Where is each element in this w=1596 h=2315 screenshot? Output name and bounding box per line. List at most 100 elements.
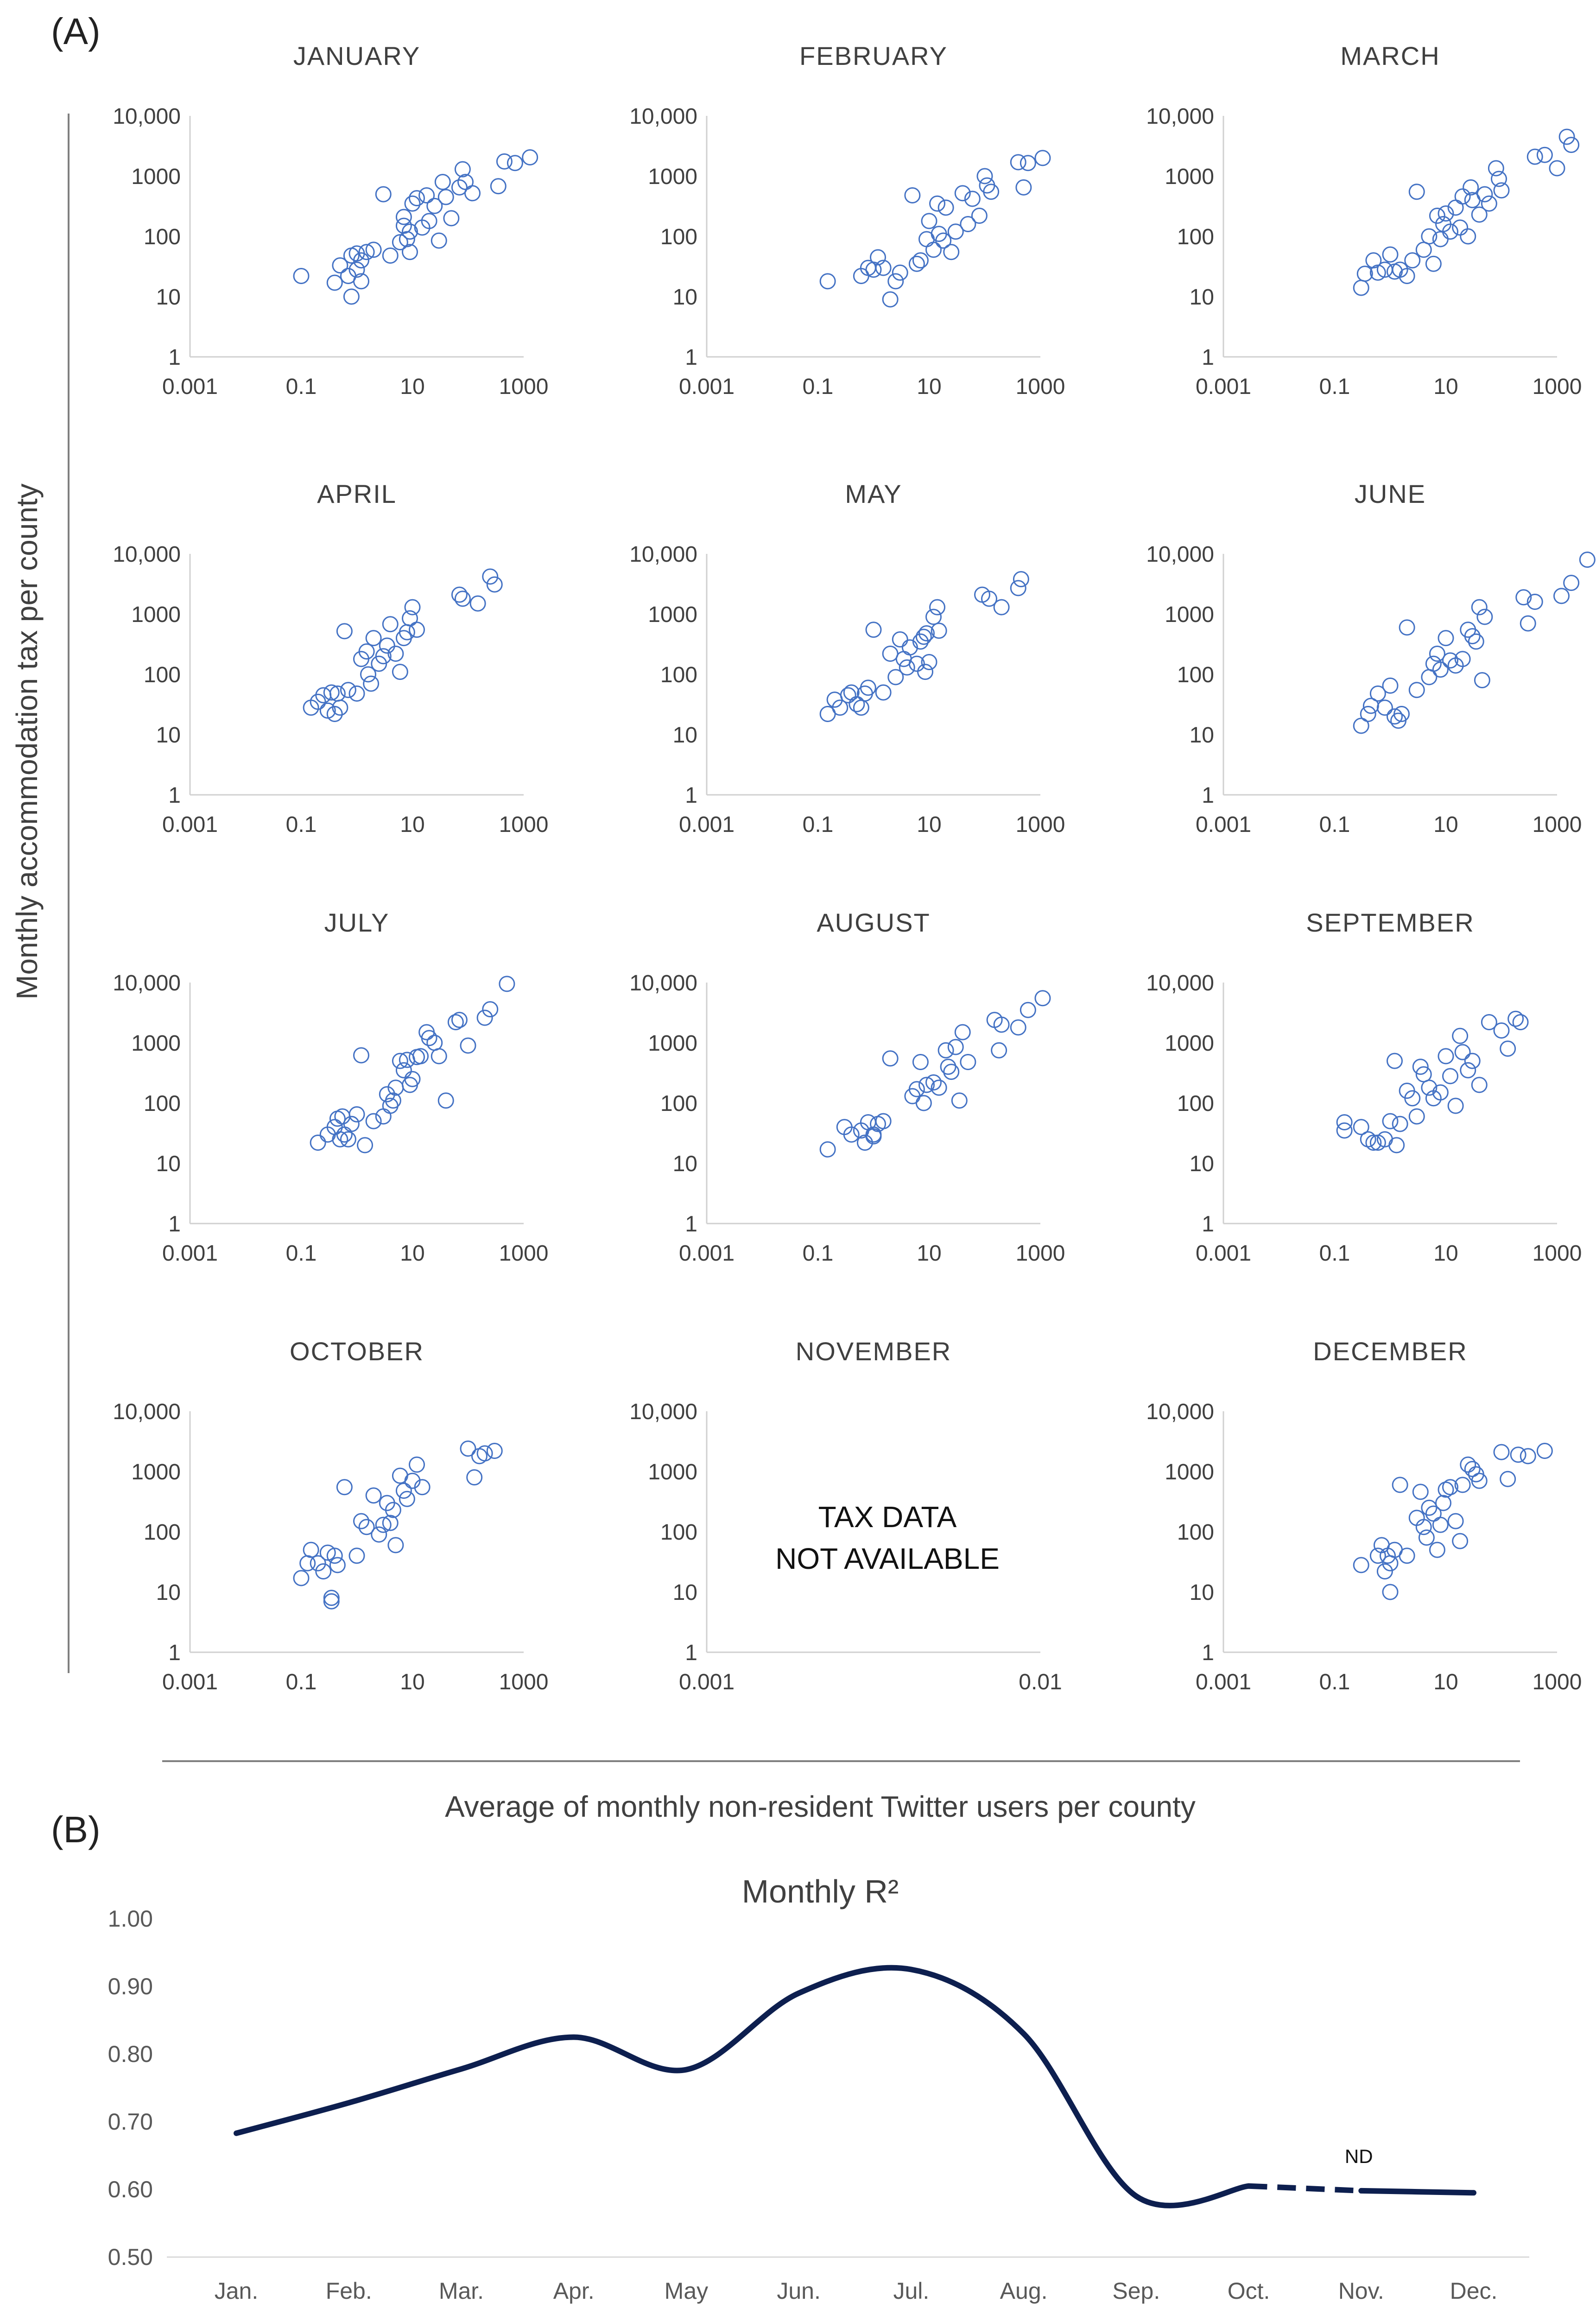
scatter-point [849,696,865,712]
scatter-point [832,699,849,716]
r2-line-solid-end [1358,2188,1476,2196]
scatter-point [1512,1014,1529,1030]
scatter-point [1438,1048,1454,1065]
scatter-point [451,1012,468,1028]
scatter-point [460,1037,476,1054]
scatter-point [466,1469,483,1486]
x-tick-label: 0.1 [286,1241,317,1266]
scatter-point [1382,1584,1399,1600]
month-title: MARCH [1340,41,1440,70]
scatter-point [336,1479,353,1496]
y-tick-label: 1000 [648,603,697,627]
y-tick-label: 10,000 [629,542,697,567]
scatter-point [960,216,976,232]
y-axis-title: Monthly accommodation tax per county [10,483,44,999]
y-tick-label: 10,000 [1146,542,1214,567]
scatter-point [1353,1119,1369,1135]
scatter-point [940,1059,956,1075]
scatter-point [1488,160,1504,177]
y-tick-label: 10 [156,1152,181,1176]
x-tick-label: 0.1 [1319,374,1350,399]
scatter-point [1365,252,1382,269]
scatter-point [1481,1014,1497,1030]
y-tick-label: 10 [673,285,697,310]
y-tick-label: 10 [673,723,697,748]
month-title: JUNE [1355,479,1426,508]
scatter-point [385,1502,401,1518]
scatter-point [1454,651,1471,667]
month-title: FEBRUARY [799,41,948,70]
scatter-point [1447,1513,1464,1529]
scatter-point [1454,1477,1471,1493]
x-tick-label: 0.001 [162,374,218,399]
y-tick-label: 10,000 [629,1400,697,1424]
scatter-point [1493,182,1510,199]
scatter-point [1353,279,1369,296]
scatter-point [860,679,876,696]
y-tick-label: 10 [673,1152,697,1176]
r2-y-tick-label: 0.60 [108,2176,153,2202]
scatter-point [1515,589,1532,606]
scatter-point [964,190,981,207]
scatter-point [870,249,887,266]
y-tick-label: 10,000 [629,971,697,996]
scatter-point [929,195,946,212]
scatter-point [437,1092,454,1109]
scatter-point [875,260,892,276]
scatter-point [414,1479,431,1496]
scatter-point [1393,705,1410,722]
x-tick-label: 1000 [1016,1241,1065,1266]
scatter-point [375,648,392,665]
scatter-point [993,599,1010,615]
scatter-point [1387,708,1403,725]
scatter-point [1520,1448,1536,1465]
x-tick-label: 0.001 [679,374,735,399]
scatter-point [887,273,904,290]
scatter-point [856,1134,873,1151]
scatter-point [1464,1053,1481,1069]
y-tick-label: 100 [1177,1520,1214,1545]
scatter-point [365,630,382,647]
scatter-point [1579,552,1596,568]
y-tick-label: 1 [168,345,181,370]
scatter-point [921,653,937,670]
y-tick-label: 1000 [1165,1460,1214,1484]
r2-x-tick-label: Feb. [326,2278,372,2304]
scatter-point [382,616,399,633]
scatter-point [460,1440,476,1457]
scatter-point [348,685,365,702]
scatter-point [1491,171,1507,187]
scatter-point [925,609,942,625]
scatter-point [843,684,860,701]
x-tick-label: 1000 [1533,374,1582,399]
scatter-point [1526,593,1543,610]
r2-y-tick-label: 0.90 [108,1973,153,1999]
x-tick-label: 0.001 [162,1670,218,1694]
x-tick-label: 0.001 [679,812,735,837]
y-tick-label: 100 [660,1520,697,1545]
scatter-point [319,1544,336,1561]
scatter-point [431,1048,447,1065]
scatter-point [402,223,418,240]
scatter-point [332,1131,348,1148]
scatter-point [901,639,918,656]
scatter-point [1020,1002,1036,1018]
scatter-point [1429,645,1445,662]
r2-x-tick-label: Dec. [1450,2278,1498,2304]
y-tick-label: 100 [660,225,697,249]
y-tick-label: 10,000 [113,971,181,996]
scatter-point [1460,1062,1476,1078]
scatter-point [1336,1114,1353,1130]
scatter-point [1442,652,1459,669]
scatter-point [1399,1548,1415,1564]
scatter-point [1421,228,1438,245]
y-tick-label: 1 [685,1641,697,1665]
scatter-point [892,264,908,281]
scatter-point [1460,228,1476,245]
scatter-point [875,1113,892,1129]
y-tick-label: 1000 [131,165,181,189]
scatter-point [1438,630,1454,647]
scatter-point [409,622,425,638]
scatter-point [1460,1456,1476,1473]
scatter-point [947,223,964,240]
